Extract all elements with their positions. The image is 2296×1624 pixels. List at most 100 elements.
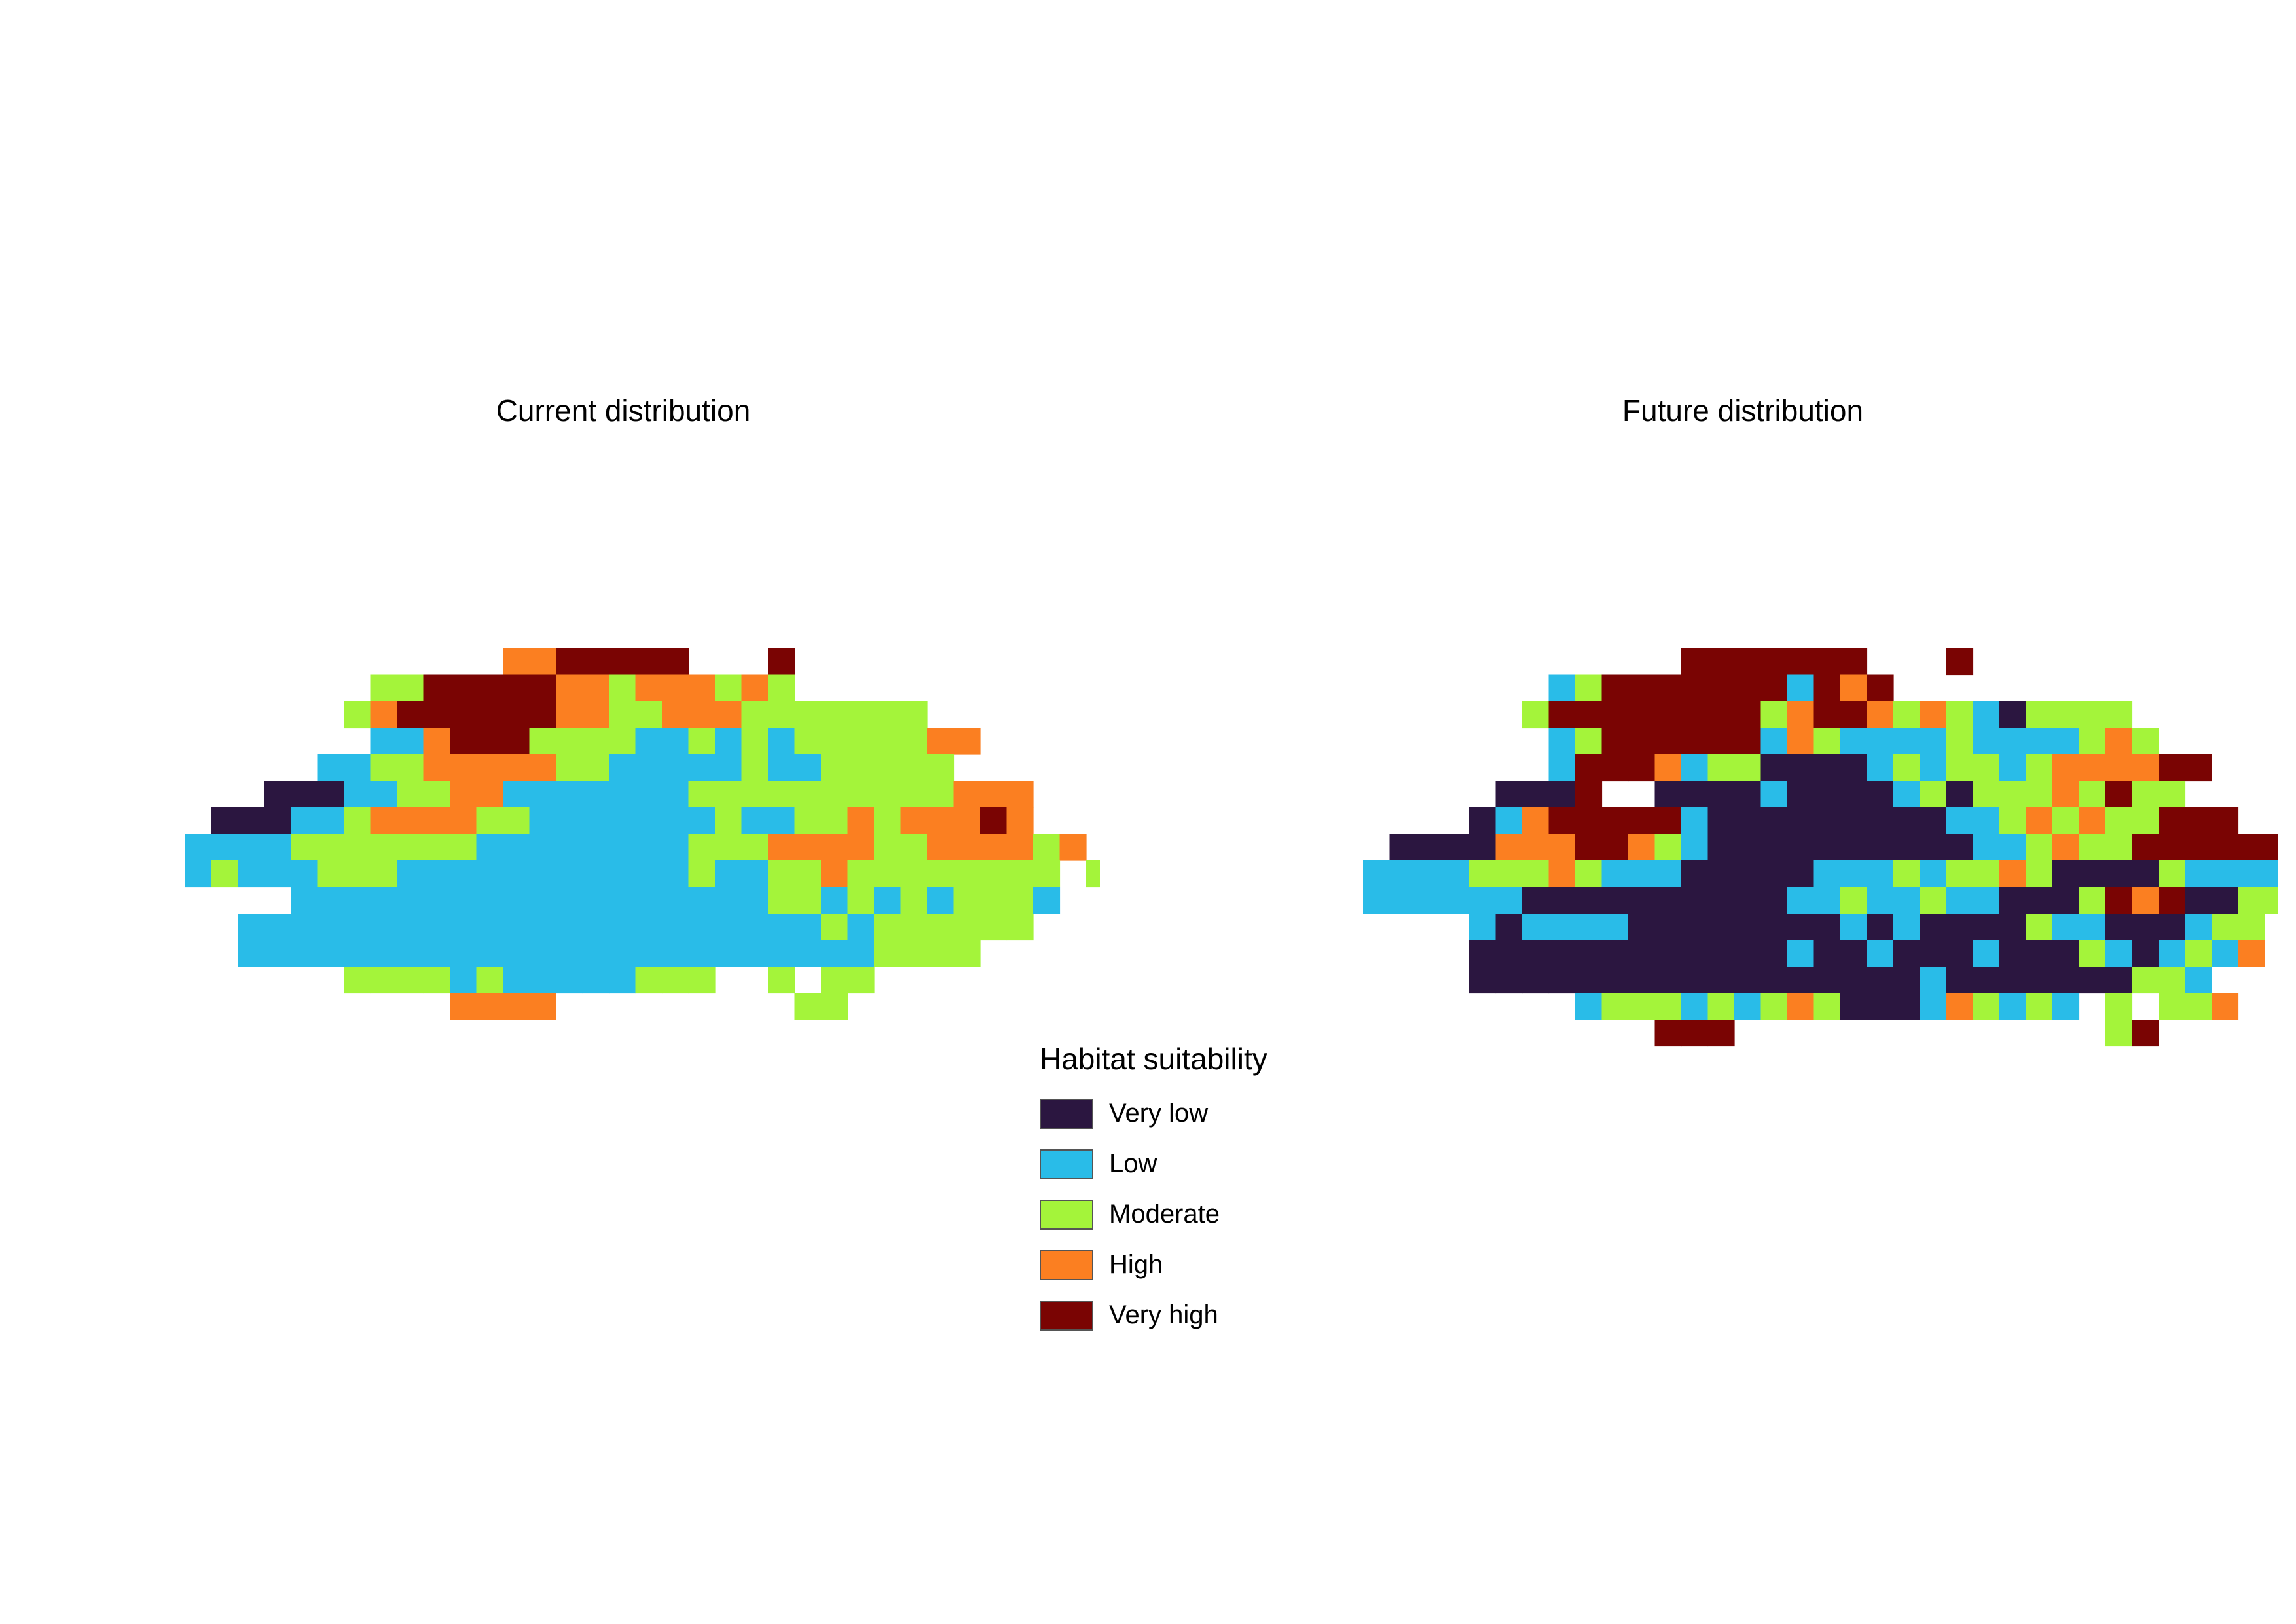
current-distribution-cell — [476, 701, 503, 729]
future-distribution-cell — [1628, 701, 1656, 729]
future-distribution-cell — [2052, 940, 2080, 967]
future-distribution-cell — [2052, 781, 2080, 808]
current-distribution-cell — [927, 754, 955, 782]
current-distribution-cell — [635, 913, 663, 941]
future-distribution-cell — [1734, 701, 1762, 729]
future-distribution-cell — [2132, 834, 2159, 861]
future-distribution-cell — [1654, 807, 1682, 835]
current-distribution-cell — [238, 807, 265, 835]
future-distribution-cell — [2105, 754, 2133, 782]
future-distribution-cell — [2079, 728, 2106, 755]
future-distribution-cell — [1999, 860, 2027, 888]
future-distribution-cell — [1946, 807, 1974, 835]
current-distribution-cell — [741, 913, 769, 941]
legend: Habitat suitability Very low Low Moderat… — [1040, 1041, 1267, 1340]
future-distribution-cell — [1920, 754, 1947, 782]
current-distribution-cell — [503, 648, 530, 676]
current-distribution-cell — [609, 674, 636, 702]
current-distribution-cell — [317, 834, 344, 861]
current-distribution-cell — [423, 967, 450, 994]
future-distribution-cell — [1628, 860, 1656, 888]
current-distribution-cell — [900, 807, 928, 835]
future-distribution-cell — [1522, 701, 1550, 729]
current-distribution-cell — [529, 674, 556, 702]
future-distribution-cell — [1999, 993, 2027, 1020]
current-distribution-cell — [370, 754, 397, 782]
future-distribution-cell — [1867, 834, 1894, 861]
future-distribution-cell — [2159, 993, 2186, 1020]
current-distribution-cell — [450, 834, 477, 861]
current-distribution-cell — [768, 648, 795, 676]
current-distribution-cell — [370, 967, 397, 994]
current-distribution-cell — [794, 728, 822, 755]
current-distribution-cell — [582, 860, 610, 888]
current-distribution-cell — [635, 940, 663, 967]
future-distribution-cell — [1920, 701, 1947, 729]
future-distribution-cell — [1442, 834, 1470, 861]
future-distribution-cell — [1946, 940, 1974, 967]
future-distribution-cell — [2238, 834, 2265, 861]
future-distribution-cell — [1999, 834, 2027, 861]
current-distribution-cell — [503, 807, 530, 835]
future-distribution-cell — [1893, 887, 1921, 914]
legend-swatch — [1040, 1098, 1093, 1129]
future-distribution-cell — [1920, 967, 1947, 994]
current-distribution-cell — [450, 807, 477, 835]
current-distribution-cell — [344, 967, 371, 994]
current-distribution-cell — [582, 674, 610, 702]
current-distribution-cell — [741, 807, 769, 835]
current-distribution-cell — [529, 860, 556, 888]
future-distribution-cell — [1628, 807, 1656, 835]
future-distribution-cell — [2079, 967, 2106, 994]
future-distribution-cell — [1760, 834, 1788, 861]
future-distribution-cell — [2105, 913, 2133, 941]
legend-item-moderate: Moderate — [1040, 1189, 1267, 1240]
current-distribution-cell — [1059, 834, 1087, 861]
future-distribution-cell — [1840, 728, 1868, 755]
current-distribution-cell — [794, 860, 822, 888]
current-distribution-cell — [794, 807, 822, 835]
future-distribution-cell — [1893, 781, 1921, 808]
future-distribution-cell — [2212, 993, 2239, 1020]
current-distribution-cell — [900, 834, 928, 861]
future-distribution-cell — [1548, 674, 1576, 702]
current-distribution-cell — [688, 728, 716, 755]
current-distribution-cell — [264, 781, 291, 808]
current-distribution-cell — [821, 913, 848, 941]
future-distribution-cell — [1946, 967, 1974, 994]
future-distribution-cell — [1575, 674, 1603, 702]
current-distribution-cell — [1006, 781, 1034, 808]
current-distribution-cell — [370, 701, 397, 729]
current-distribution-cell — [476, 940, 503, 967]
future-distribution-cell — [1681, 1020, 1709, 1047]
future-distribution-cell — [2132, 807, 2159, 835]
current-distribution-cell — [211, 834, 238, 861]
future-distribution-cell — [2132, 754, 2159, 782]
future-distribution-cell — [2052, 701, 2080, 729]
future-distribution-cell — [1681, 913, 1709, 941]
legend-item-low: Low — [1040, 1139, 1267, 1189]
current-distribution-cell — [715, 807, 742, 835]
current-distribution-cell — [476, 887, 503, 914]
current-distribution-cell — [582, 967, 610, 994]
current-distribution-cell — [715, 701, 742, 729]
future-distribution-cell — [1973, 860, 2000, 888]
future-distribution-cell — [1973, 807, 2000, 835]
current-distribution-cell — [1086, 860, 1100, 888]
current-distribution-cell — [370, 940, 397, 967]
future-distribution-cell — [2185, 860, 2212, 888]
future-distribution-cell — [1787, 940, 1815, 967]
future-distribution-cell — [2105, 834, 2133, 861]
future-distribution-cell — [2159, 781, 2186, 808]
current-distribution-cell — [370, 834, 397, 861]
current-distribution-cell — [264, 913, 291, 941]
future-distribution-cell — [1575, 860, 1603, 888]
future-distribution-cell — [1628, 834, 1656, 861]
future-distribution-cell — [1973, 967, 2000, 994]
current-distribution-cell — [529, 701, 556, 729]
future-distribution-cell — [1946, 913, 1974, 941]
current-distribution-cell — [582, 913, 610, 941]
current-distribution-cell — [529, 940, 556, 967]
current-distribution-cell — [423, 860, 450, 888]
future-distribution-cell — [1522, 913, 1550, 941]
